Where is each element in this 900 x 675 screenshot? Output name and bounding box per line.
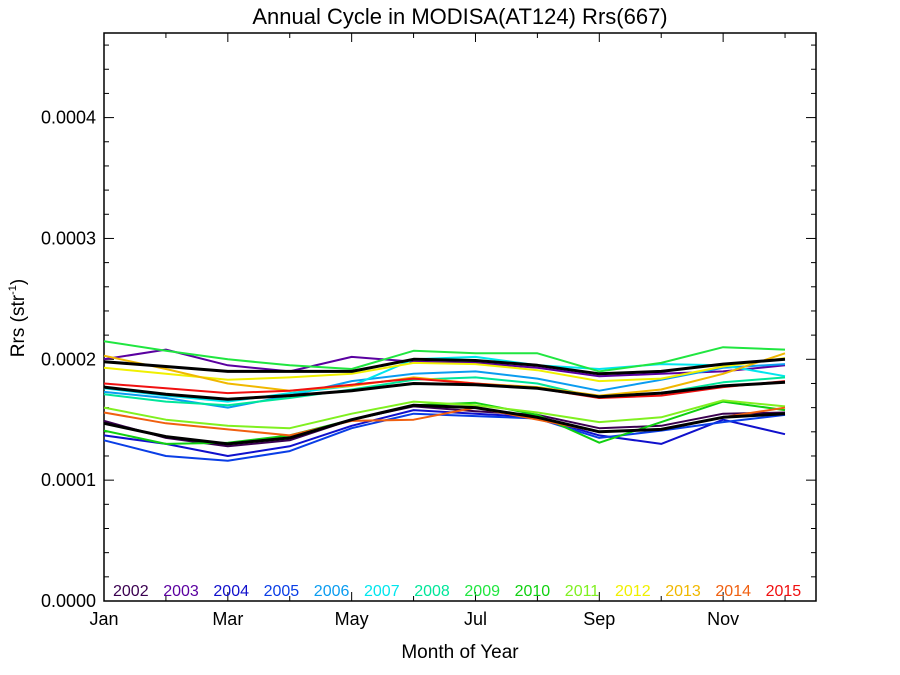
x-tick-label: Jan — [89, 609, 118, 629]
legend-entry-2013: 2013 — [665, 583, 701, 600]
y-tick-label: 0.0000 — [41, 591, 96, 611]
y-tick-label: 0.0004 — [41, 108, 96, 128]
legend-entry-2003: 2003 — [163, 583, 199, 600]
mean-line — [103, 403, 786, 446]
series-line-2003 — [103, 348, 786, 378]
y-axis-label-base: Rrs (str — [8, 294, 29, 357]
plot-frame — [103, 32, 817, 602]
series-line-2007 — [103, 355, 786, 403]
chart-title: Annual Cycle in MODISA(AT124) Rrs(667) — [252, 4, 667, 29]
series-line-2015 — [103, 377, 786, 399]
legend-entry-2010: 2010 — [515, 583, 551, 600]
x-tick-label: Mar — [212, 609, 243, 629]
legend-entry-2004: 2004 — [213, 583, 249, 600]
x-tick-label: Sep — [583, 609, 615, 629]
legend-entry-2005: 2005 — [264, 583, 300, 600]
y-axis-label-tail: ) — [8, 279, 29, 285]
legend-entry-2012: 2012 — [615, 583, 651, 600]
legend-entry-2009: 2009 — [464, 583, 500, 600]
series-line-2002 — [103, 405, 786, 448]
legend-entry-2007: 2007 — [364, 583, 400, 600]
mean-line — [103, 380, 786, 401]
series-line-2011 — [103, 399, 786, 430]
x-axis-label: Month of Year — [401, 642, 519, 663]
series-line-2009 — [103, 340, 786, 373]
tick-labels: Jan Mar May Jul Sep Nov 0.0000 0.0001 0.0002 0.00… — [41, 108, 739, 629]
y-tick-label: 0.0001 — [41, 470, 96, 490]
x-tick-label: Jul — [464, 609, 487, 629]
legend: 2002 2003 2004 2005 2006 2007 2008 2009 2010 2011… — [113, 583, 801, 600]
y-tick-label: 0.0003 — [41, 228, 96, 248]
legend-entry-2011: 2011 — [565, 583, 600, 600]
axis-ticks — [103, 33, 816, 602]
y-axis-label-sup: -1 — [7, 285, 19, 295]
series-line-2012 — [103, 357, 786, 383]
series-line-2005 — [103, 412, 786, 462]
series-line-2004 — [103, 409, 786, 457]
x-tick-label: May — [335, 609, 369, 629]
legend-entry-2008: 2008 — [414, 583, 450, 600]
y-axis-label: Rrs (str-1) — [7, 279, 29, 357]
legend-entry-2002: 2002 — [113, 583, 149, 600]
series-line-2006 — [103, 363, 786, 409]
legend-entry-2006: 2006 — [314, 583, 350, 600]
series-lines — [103, 340, 786, 462]
legend-entry-2015: 2015 — [766, 583, 802, 600]
y-tick-label: 0.0002 — [41, 349, 96, 369]
legend-entry-2014: 2014 — [715, 583, 751, 600]
x-tick-label: Nov — [707, 609, 739, 629]
mean-line — [103, 357, 786, 376]
